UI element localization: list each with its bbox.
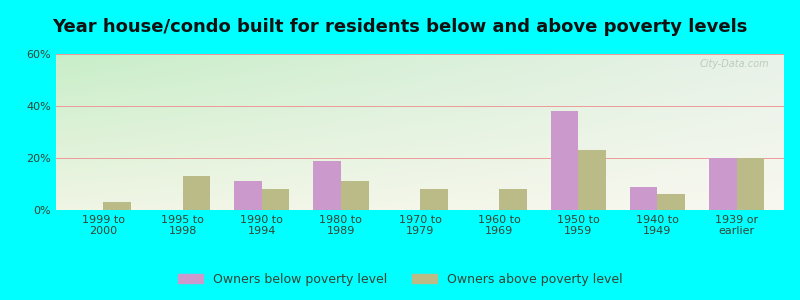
Bar — [550, 111, 578, 210]
Bar — [262, 189, 290, 210]
Text: Year house/condo built for residents below and above poverty levels: Year house/condo built for residents bel… — [52, 18, 748, 36]
Bar — [420, 189, 448, 210]
Bar — [313, 160, 341, 210]
Bar — [182, 176, 210, 210]
Bar — [630, 187, 658, 210]
Legend: Owners below poverty level, Owners above poverty level: Owners below poverty level, Owners above… — [173, 268, 627, 291]
Text: City-Data.com: City-Data.com — [700, 59, 770, 69]
Bar — [499, 189, 527, 210]
Bar — [578, 150, 606, 210]
Bar — [737, 158, 764, 210]
Bar — [103, 202, 131, 210]
Bar — [341, 182, 369, 210]
Bar — [709, 158, 737, 210]
Bar — [234, 182, 262, 210]
Bar — [658, 194, 685, 210]
